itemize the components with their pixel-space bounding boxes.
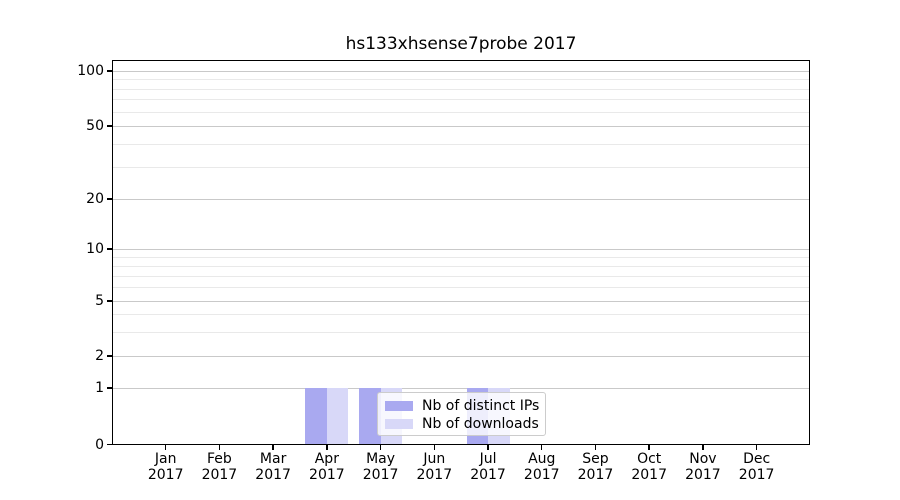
y-minor-gridline [112, 99, 810, 101]
downloads-swatch-icon [385, 419, 413, 429]
y-tick-label: 1 [95, 380, 104, 396]
x-label-year: 2017 [147, 467, 184, 483]
y-tick-label: 50 [86, 118, 104, 134]
y-minor-gridline [112, 256, 810, 258]
x-label-year: 2017 [631, 467, 667, 483]
x-label-year: 2017 [362, 467, 399, 483]
y-minor-gridline [112, 314, 810, 316]
x-label-year: 2017 [470, 467, 506, 483]
x-label-year: 2017 [201, 467, 238, 483]
y-major-gridline [112, 199, 810, 200]
y-tick-mark [107, 387, 112, 389]
legend: Nb of distinct IPs Nb of downloads [377, 392, 546, 436]
x-tick-label: Feb 2017 [179, 451, 259, 483]
y-major-gridline [112, 301, 810, 302]
y-minor-gridline [112, 88, 810, 90]
legend-label: Nb of downloads [422, 416, 539, 432]
y-tick-label: 5 [95, 293, 104, 309]
y-major-gridline [112, 126, 810, 127]
x-tick-mark [487, 445, 489, 450]
y-minor-gridline [112, 166, 810, 168]
y-tick-mark [107, 443, 112, 446]
x-tick-mark [218, 445, 221, 450]
y-minor-gridline [112, 79, 810, 81]
y-minor-gridline [112, 287, 810, 289]
x-tick-label: Jan 2017 [126, 451, 206, 483]
legend-label: Nb of distinct IPs [422, 398, 540, 414]
y-tick-mark [107, 248, 112, 250]
x-label-year: 2017 [685, 467, 721, 483]
x-label-month: Aug [528, 451, 556, 467]
plot-area [112, 60, 810, 445]
chart-title: hs133xhsense7probe 2017 [345, 34, 577, 54]
bar-distinct-ips [305, 388, 327, 445]
x-label-month: Apr [314, 451, 339, 467]
y-minor-gridline [112, 143, 810, 145]
y-minor-gridline [112, 275, 810, 277]
x-label-year: 2017 [738, 467, 775, 483]
x-tick-mark [594, 445, 597, 450]
y-tick-label: 10 [86, 241, 104, 257]
x-label-month: Dec [743, 451, 771, 467]
x-tick-label: Sep 2017 [555, 451, 635, 483]
x-label-year: 2017 [577, 467, 614, 483]
x-tick-mark [164, 445, 167, 450]
y-tick-mark [107, 125, 112, 127]
y-major-gridline [112, 249, 810, 250]
x-label-month: May [366, 451, 396, 467]
x-tick-mark [702, 445, 704, 450]
x-tick-label: Jun 2017 [394, 451, 474, 483]
y-tick-label: 0 [95, 436, 104, 453]
bar-downloads [326, 388, 349, 445]
x-tick-mark [648, 445, 650, 450]
x-label-month: Jun [423, 451, 446, 467]
y-tick-label: 20 [86, 191, 104, 207]
y-tick-mark [107, 70, 112, 72]
x-tick-label: Aug 2017 [502, 451, 582, 483]
x-label-month: Jan [154, 451, 177, 467]
y-major-gridline [112, 71, 810, 72]
x-tick-label: Jul 2017 [448, 451, 528, 483]
x-tick-label: Dec 2017 [717, 451, 797, 483]
x-label-month: Jul [479, 451, 497, 467]
x-label-month: Sep [582, 451, 609, 467]
x-label-month: Feb [207, 451, 232, 467]
x-label-year: 2017 [255, 467, 291, 483]
y-tick-mark [107, 198, 112, 200]
y-major-gridline [112, 388, 810, 389]
x-label-month: Nov [689, 451, 717, 467]
x-tick-mark [272, 445, 274, 450]
x-label-year: 2017 [416, 467, 453, 483]
x-tick-mark [326, 445, 328, 450]
y-minor-gridline [112, 331, 810, 333]
x-tick-label: Oct 2017 [609, 451, 689, 483]
x-label-year: 2017 [309, 467, 345, 483]
x-tick-mark [540, 445, 543, 450]
x-tick-mark [433, 445, 436, 450]
y-minor-gridline [112, 265, 810, 267]
legend-item-downloads: Nb of downloads [385, 415, 539, 433]
x-label-month: Mar [259, 451, 287, 467]
y-major-gridline [112, 356, 810, 357]
y-tick-label: 100 [77, 63, 104, 79]
x-tick-label: Mar 2017 [233, 451, 313, 483]
y-minor-gridline [112, 111, 810, 113]
x-tick-mark [755, 445, 758, 450]
x-tick-label: Nov 2017 [663, 451, 743, 483]
x-tick-label: Apr 2017 [287, 451, 367, 483]
legend-item-distinct-ips: Nb of distinct IPs [385, 397, 540, 415]
bar-distinct-ips [359, 388, 381, 445]
y-tick-mark [107, 300, 112, 302]
x-tick-mark [379, 445, 382, 450]
distinct-ips-swatch-icon [385, 401, 413, 411]
y-tick-mark [107, 355, 112, 357]
y-tick-label: 2 [95, 348, 104, 364]
x-label-year: 2017 [523, 467, 560, 483]
x-tick-label: May 2017 [341, 451, 421, 483]
x-label-month: Oct [637, 451, 662, 467]
